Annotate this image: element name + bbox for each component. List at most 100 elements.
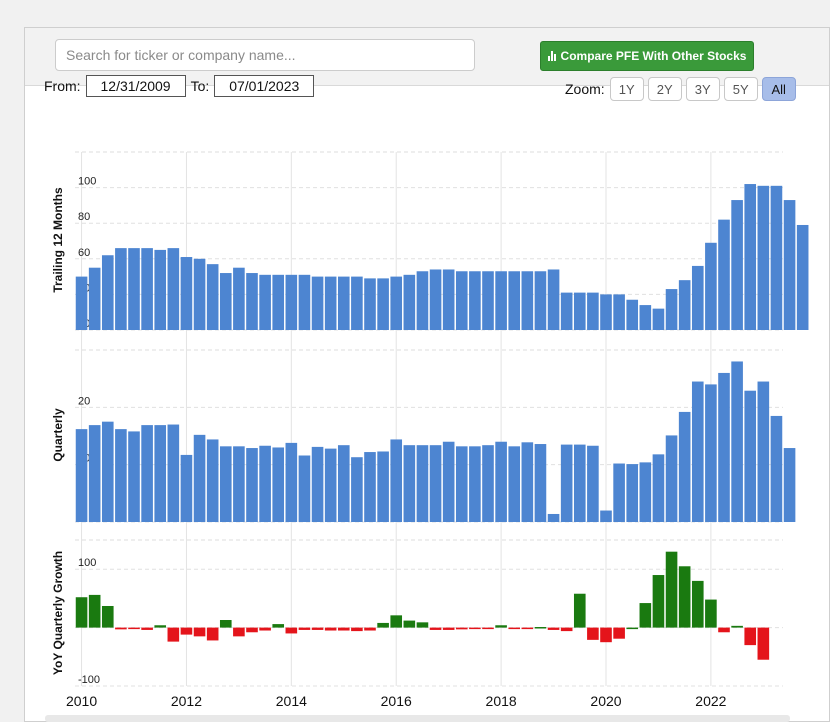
date-range: From: To: (44, 75, 319, 97)
growth-bar (246, 627, 258, 633)
quarterly-bar (639, 462, 652, 522)
zoom-3y-button[interactable]: 3Y (685, 77, 720, 101)
quarterly-bar (652, 454, 665, 522)
quarterly-bar (429, 445, 442, 522)
growth-bar (403, 620, 416, 628)
growth-bar (416, 622, 429, 628)
ttm-bar (469, 271, 481, 330)
ttm-bar (705, 242, 717, 330)
ttm-bar (377, 278, 389, 330)
quarterly-bar (495, 441, 507, 522)
quarterly-bar (101, 421, 114, 522)
ttm-bar (403, 274, 416, 330)
quarterly-bar (626, 464, 639, 522)
quarterly-bar (128, 431, 140, 522)
quarterly-bar (206, 439, 219, 522)
y-tick-label: 20 (78, 395, 90, 407)
quarterly-bar (180, 454, 193, 522)
growth-bar (665, 551, 678, 628)
growth-bar (259, 627, 271, 631)
ttm-bar (101, 255, 114, 330)
x-tick-label: 2016 (381, 693, 412, 709)
quarterly-bar (455, 446, 468, 522)
ttm-bar (351, 276, 363, 330)
search-input[interactable] (55, 39, 475, 71)
quarterly-bar (613, 463, 625, 522)
ttm-bar (88, 267, 101, 330)
zoom-1y-button[interactable]: 1Y (609, 77, 644, 101)
quarterly-bar (75, 429, 88, 522)
quarterly-bar (442, 441, 455, 522)
y-axis-title: YoY Quarterly Growth (51, 551, 65, 675)
quarterly-bar (678, 411, 691, 522)
compare-stocks-button[interactable]: Compare PFE With Other Stocks (540, 41, 754, 71)
from-date-input[interactable] (85, 75, 186, 97)
from-label: From: (44, 78, 81, 94)
ttm-bar (757, 185, 770, 330)
quarterly-bar (744, 390, 757, 522)
quarterly-bar (718, 372, 730, 522)
ttm-bar (298, 274, 311, 330)
growth-bar (639, 603, 652, 628)
ttm-bar (770, 185, 783, 330)
growth-bar (652, 575, 665, 628)
growth-bar (206, 627, 219, 641)
growth-bar (678, 566, 691, 628)
growth-bar (482, 627, 494, 630)
x-tick-label: 2012 (171, 693, 202, 709)
ttm-bar (180, 257, 193, 330)
y-axis-title: Quarterly (51, 408, 65, 462)
ttm-bar (626, 299, 639, 330)
zoom-5y-button[interactable]: 5Y (723, 77, 758, 101)
growth-bar (377, 622, 389, 628)
ttm-bar (285, 274, 298, 330)
quarterly-bar (469, 446, 481, 522)
ttm-bar (141, 248, 153, 330)
quarterly-bar (705, 384, 717, 522)
ttm-bar (193, 258, 206, 330)
quarterly-bar (757, 381, 770, 522)
growth-bar (390, 615, 403, 628)
quarterly-bar (193, 434, 206, 522)
ttm-bar (364, 278, 376, 330)
x-tick-label: 2018 (486, 693, 517, 709)
ttm-bar (75, 276, 88, 330)
growth-bar (154, 625, 167, 628)
ttm-bar (495, 271, 507, 330)
growth-bar (469, 627, 481, 630)
ttm-bar (115, 248, 127, 330)
quarterly-bar (691, 381, 704, 522)
growth-bar (128, 627, 140, 630)
growth-bar (101, 605, 114, 628)
growth-bar (587, 627, 599, 640)
horizontal-scrollbar[interactable] (45, 715, 790, 722)
growth-bar (219, 620, 232, 628)
compare-button-label: Compare PFE With Other Stocks (560, 49, 747, 63)
zoom-all-button[interactable]: All (761, 77, 796, 101)
growth-bar (285, 627, 298, 634)
zoom-controls: Zoom: 1Y 2Y 3Y 5Y All (565, 77, 796, 101)
growth-bar (75, 597, 88, 628)
ttm-bar (416, 271, 429, 330)
growth-bar (337, 627, 350, 631)
quarterly-bar (731, 361, 743, 522)
x-tick-label: 2010 (66, 693, 97, 709)
growth-bar (613, 627, 625, 639)
x-tick-label: 2020 (590, 693, 621, 709)
ttm-bar (691, 265, 704, 330)
ttm-bar (233, 267, 245, 330)
quarterly-bar (324, 448, 337, 522)
growth-bar (757, 627, 770, 660)
ttm-bar (718, 219, 730, 330)
growth-bar (534, 627, 547, 629)
ttm-bar (259, 274, 271, 330)
x-tick-label: 2014 (276, 693, 307, 709)
ttm-bar (731, 200, 743, 330)
zoom-2y-button[interactable]: 2Y (647, 77, 682, 101)
ttm-bar (573, 292, 586, 330)
quarterly-bar (783, 448, 796, 522)
to-date-input[interactable] (214, 75, 315, 97)
quarterly-bar (403, 445, 416, 522)
quarterly-bar (770, 415, 783, 522)
